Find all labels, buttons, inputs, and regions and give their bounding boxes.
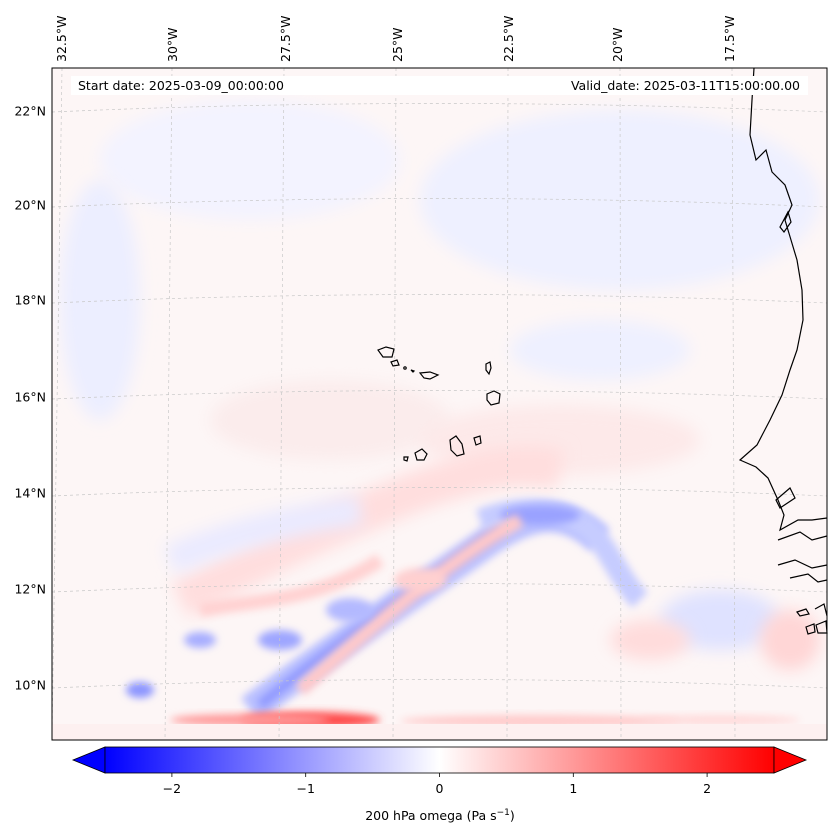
cabo-verde-islands bbox=[377, 346, 501, 462]
valid-date-label: Valid_date: 2025-03-11T15:00:00.00 bbox=[571, 78, 800, 93]
island-boa-vista bbox=[486, 390, 501, 406]
map-frame bbox=[51, 67, 828, 741]
coast-detail-north bbox=[779, 210, 792, 234]
lon-label-22-5w: 22.5°W bbox=[501, 16, 516, 62]
african-coastline bbox=[738, 67, 828, 635]
colorbar-tick-label: 2 bbox=[703, 781, 711, 796]
lat-tick-labels: 22°N 20°N 18°N 16°N 14°N 12°N 10°N bbox=[14, 104, 46, 693]
map-panel: Start date: 2025-03-09_00:00:00 Valid_da… bbox=[51, 67, 828, 741]
coast-bijagos-2 bbox=[814, 603, 828, 617]
lat-label-20n: 20°N bbox=[14, 198, 46, 213]
lon-label-32-5w: 32.5°W bbox=[54, 16, 69, 62]
coast-bijagos-1 bbox=[796, 608, 810, 617]
lat-label-16n: 16°N bbox=[14, 390, 46, 405]
lon-label-25w: 25°W bbox=[390, 27, 405, 62]
omega-field bbox=[52, 68, 827, 740]
coast-detail-dakar bbox=[775, 487, 796, 509]
island-ilheu bbox=[410, 369, 416, 373]
colorbar-tick-label: 1 bbox=[569, 781, 577, 796]
colorbar-ticks: −2 −1 0 1 2 bbox=[163, 773, 711, 796]
island-sal bbox=[485, 361, 492, 376]
island-fogo bbox=[414, 448, 428, 461]
island-maio bbox=[473, 435, 482, 446]
colorbar: −2 −1 0 1 2 200 hPa omega (Pa s−1) bbox=[71, 746, 808, 823]
lat-label-18n: 18°N bbox=[14, 293, 46, 308]
lat-label-12n: 12°N bbox=[14, 582, 46, 597]
lat-label-22n: 22°N bbox=[14, 104, 46, 119]
lat-label-10n: 10°N bbox=[14, 678, 46, 693]
island-santiago bbox=[449, 435, 465, 457]
island-santa-luzia bbox=[403, 366, 407, 370]
colorbar-tick-label: −2 bbox=[163, 781, 181, 796]
lon-label-17-5w: 17.5°W bbox=[722, 16, 737, 62]
island-sao-vicente bbox=[390, 359, 400, 367]
island-santo-antao bbox=[377, 346, 395, 358]
colorbar-min-extend bbox=[71, 746, 106, 774]
coast-bijagos-3 bbox=[805, 623, 816, 635]
lon-tick-labels: 32.5°W 30°W 27.5°W 25°W 22.5°W 20°W 17.5… bbox=[54, 16, 737, 62]
island-sao-nicolau bbox=[418, 371, 440, 380]
graticule bbox=[52, 68, 827, 740]
colorbar-tick-label: −1 bbox=[296, 781, 314, 796]
colorbar-tick-label: 0 bbox=[436, 781, 444, 796]
lat-label-14n: 14°N bbox=[14, 486, 46, 501]
colorbar-max-extend bbox=[773, 746, 808, 774]
colorbar-bar bbox=[104, 746, 775, 774]
start-date-label: Start date: 2025-03-09_00:00:00 bbox=[78, 78, 284, 93]
info-bar bbox=[71, 76, 808, 95]
island-brava bbox=[403, 456, 409, 462]
lon-label-30w: 30°W bbox=[165, 27, 180, 62]
lon-label-27-5w: 27.5°W bbox=[278, 16, 293, 62]
lon-label-20w: 20°W bbox=[610, 27, 625, 62]
colorbar-label: 200 hPa omega (Pa s−1) bbox=[365, 808, 515, 823]
